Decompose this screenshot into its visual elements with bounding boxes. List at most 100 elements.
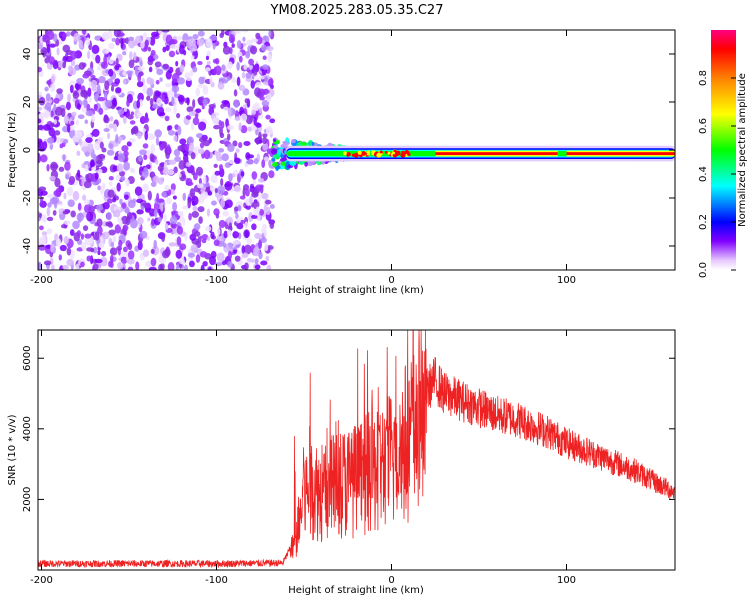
spectrogram-noise-blob xyxy=(167,89,174,99)
spectrogram-hot-spot xyxy=(346,152,351,157)
spectrogram-band-core xyxy=(435,152,558,156)
spectrogram-noise-blob xyxy=(248,58,255,66)
spectrogram-noise-blob xyxy=(212,42,216,50)
spectrogram-noise-blob xyxy=(102,201,110,210)
spectrogram-noise-blob xyxy=(100,61,108,69)
spectrogram-noise-blob xyxy=(46,137,55,144)
spectrogram-noise-blob xyxy=(263,156,269,162)
spectrogram-noise-blob xyxy=(178,160,186,170)
spectrogram-noise-blob xyxy=(81,241,87,251)
spectrogram-noise-blob xyxy=(187,198,192,209)
spectrogram-transition-blob xyxy=(272,154,280,159)
spectrogram-noise-blob xyxy=(197,148,205,155)
spectrogram-noise-blob xyxy=(233,30,242,34)
spectrogram-noise-blob xyxy=(132,198,137,203)
spectrogram-noise-blob xyxy=(161,94,166,103)
spectrogram-noise-blob xyxy=(255,137,260,145)
spectrogram-noise-blob xyxy=(209,76,213,85)
spectrogram-noise-blob xyxy=(94,258,103,264)
spectrogram-noise-blob xyxy=(190,55,195,60)
spectrogram-noise-blob xyxy=(38,96,46,106)
spectrogram-noise-blob xyxy=(269,118,276,124)
spectrogram-noise-blob xyxy=(134,186,143,196)
spectrogram-noise-blob xyxy=(266,264,272,270)
spectrogram-noise-blob xyxy=(56,47,60,56)
spectrogram-noise-blob xyxy=(110,85,115,92)
spectrogram-noise-blob xyxy=(257,177,265,183)
spectrogram-noise-blob xyxy=(149,152,155,162)
snr-x-tick-label: 100 xyxy=(557,575,576,586)
spectrogram-noise-blob xyxy=(69,55,73,62)
spectrogram-noise-blob xyxy=(197,61,203,66)
spectrogram-noise-blob xyxy=(128,59,135,69)
spectrogram-noise-blob xyxy=(142,84,148,94)
spectrogram-noise-blob xyxy=(74,82,80,90)
spectrogram-noise-blob xyxy=(218,147,225,153)
spectrogram-noise-blob xyxy=(101,31,110,41)
spectrogram-x-ticks: -200 -100 0 100 xyxy=(30,30,576,286)
spectrogram-noise-blob xyxy=(100,256,108,267)
spectrogram-noise-blob xyxy=(259,208,265,216)
spectrogram-noise-blob xyxy=(208,106,213,116)
spectrogram-noise-blob xyxy=(44,86,49,92)
spectrogram-noise-blob xyxy=(156,97,162,107)
spectrogram-noise-blob xyxy=(86,255,92,262)
spectrogram-noise-blob xyxy=(83,199,90,205)
spectrogram-noise-blob xyxy=(241,72,246,79)
colorbar-gradient xyxy=(711,30,736,270)
spectrogram-noise-blob xyxy=(66,258,75,267)
spectrogram-y-tick-label: 0 xyxy=(22,147,33,153)
spectrogram-transition-blob xyxy=(289,160,297,167)
spectrogram-noise-blob xyxy=(195,108,202,114)
spectrogram-noise-blob xyxy=(54,177,61,188)
spectrogram-noise-blob xyxy=(62,61,67,69)
spectrogram-noise-blob xyxy=(150,181,157,187)
spectrogram-noise-blob xyxy=(47,194,55,199)
spectrogram-noise-blob xyxy=(114,224,122,234)
spectrogram-noise-blob xyxy=(169,216,178,225)
spectrogram-noise-blob xyxy=(68,67,77,76)
spectrogram-noise-blob xyxy=(234,206,239,212)
spectrogram-noise-blob xyxy=(257,196,261,203)
spectrogram-noise-blob xyxy=(66,247,72,256)
spectrogram-noise-blob xyxy=(115,133,119,144)
spectrogram-noise-blob xyxy=(187,252,196,258)
spectrogram-noise-blob xyxy=(108,123,114,129)
spectrogram-noise-blob xyxy=(244,221,249,229)
spectrogram-noise-blob xyxy=(268,159,272,167)
spectrogram-noise-blob xyxy=(223,106,229,111)
spectrogram-noise-blob xyxy=(173,105,177,115)
spectrogram-noise-blob xyxy=(191,200,196,206)
spectrogram-noise-blob xyxy=(142,249,150,257)
spectrogram-noise-blob xyxy=(42,34,48,40)
spectrogram-noise-blob xyxy=(233,89,238,97)
spectrogram-noise-blob xyxy=(65,101,71,111)
spectrogram-noise-blob xyxy=(50,75,56,84)
spectrogram-noise-blob xyxy=(90,247,95,253)
spectrogram-noise-blob xyxy=(167,262,175,270)
spectrogram-noise-blob xyxy=(207,191,213,196)
spectrogram-hot-spot xyxy=(361,151,367,156)
spectrogram-noise-blob xyxy=(197,96,205,104)
spectrogram-hot-spot xyxy=(400,152,406,158)
spectrogram-noise-blob xyxy=(45,93,51,102)
spectrogram-hot-spot xyxy=(366,152,370,156)
spectrogram-noise-blob xyxy=(112,97,117,107)
spectrogram-noise-blob xyxy=(44,244,52,249)
spectrogram-noise-blob xyxy=(97,136,104,143)
spectrogram-noise-blob xyxy=(162,250,170,259)
spectrogram-noise-blob xyxy=(122,246,128,253)
spectrogram-noise-blob xyxy=(245,204,251,210)
spectrogram-noise-blob xyxy=(73,32,81,43)
spectrogram-noise-blob xyxy=(206,208,211,217)
spectrogram-noise-blob xyxy=(195,166,204,176)
spectrogram-noise-blob xyxy=(244,188,250,197)
spectrogram-noise-blob xyxy=(133,51,137,61)
spectrogram-noise-blob xyxy=(105,221,109,227)
spectrogram-noise-blob xyxy=(46,163,50,172)
spectrogram-noise-blob xyxy=(266,93,272,103)
spectrogram-noise-blob xyxy=(169,44,178,49)
spectrogram-noise-blob xyxy=(137,66,146,71)
spectrogram-noise-blob xyxy=(54,106,63,116)
